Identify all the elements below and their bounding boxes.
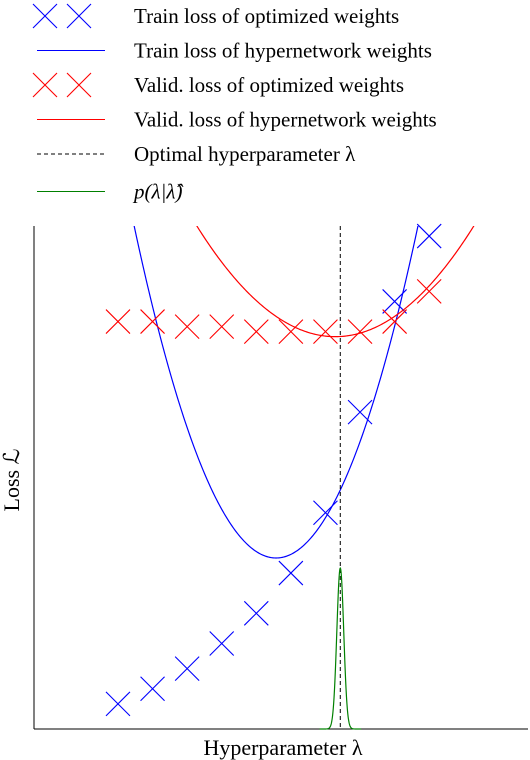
series-2-marker	[243, 319, 269, 345]
legend-item-3: Valid. loss of hypernetwork weights	[37, 108, 437, 132]
x-axis-label: Hyperparameter λ	[203, 735, 362, 760]
legend-swatch-0	[32, 3, 92, 29]
legend-swatch-2	[32, 72, 92, 98]
legend-item-4: Optimal hyperparameter λ	[37, 142, 356, 166]
legend-item-5: p(λ|λ̂)	[37, 180, 183, 204]
series-0-marker	[209, 631, 235, 656]
series-1-line	[133, 226, 419, 559]
legend-label-2: Valid. loss of optimized weights	[134, 73, 404, 97]
y-axis-label: Loss ℒ	[0, 449, 24, 512]
series-0-marker	[243, 600, 269, 626]
series-2-marker	[278, 319, 304, 345]
legend: Train loss of optimized weights Train los…	[32, 3, 437, 204]
series-2-marker	[174, 314, 200, 339]
legend-label-5: p(λ|λ̂)	[132, 180, 183, 204]
legend-label-3: Valid. loss of hypernetwork weights	[134, 108, 437, 132]
legend-label-0: Train loss of optimized weights	[134, 4, 399, 28]
legend-label-4: Optimal hyperparameter λ	[134, 142, 356, 166]
series-2-marker	[209, 314, 235, 339]
legend-label-1: Train loss of hypernetwork weights	[134, 39, 432, 63]
series-2-marker	[313, 319, 338, 345]
series-3-line	[196, 226, 475, 338]
plot-area	[33, 223, 528, 730]
series-0-marker	[140, 676, 165, 702]
series-0-marker	[313, 500, 338, 526]
series-5-line	[319, 567, 362, 730]
series-2-marker	[105, 309, 131, 334]
series-0-marker	[278, 560, 304, 586]
series-0-marker	[174, 656, 200, 682]
series-2-marker	[416, 279, 442, 304]
legend-item-1: Train loss of hypernetwork weights	[37, 39, 432, 63]
series-2-marker	[382, 309, 408, 334]
legend-item-2: Valid. loss of optimized weights	[32, 72, 404, 98]
series-2-marker	[140, 309, 165, 334]
series-0-marker	[347, 399, 373, 425]
legend-item-0: Train loss of optimized weights	[32, 3, 399, 29]
series-2-marker	[347, 319, 373, 345]
series-0-marker	[416, 223, 442, 249]
series-0-marker	[105, 691, 131, 717]
